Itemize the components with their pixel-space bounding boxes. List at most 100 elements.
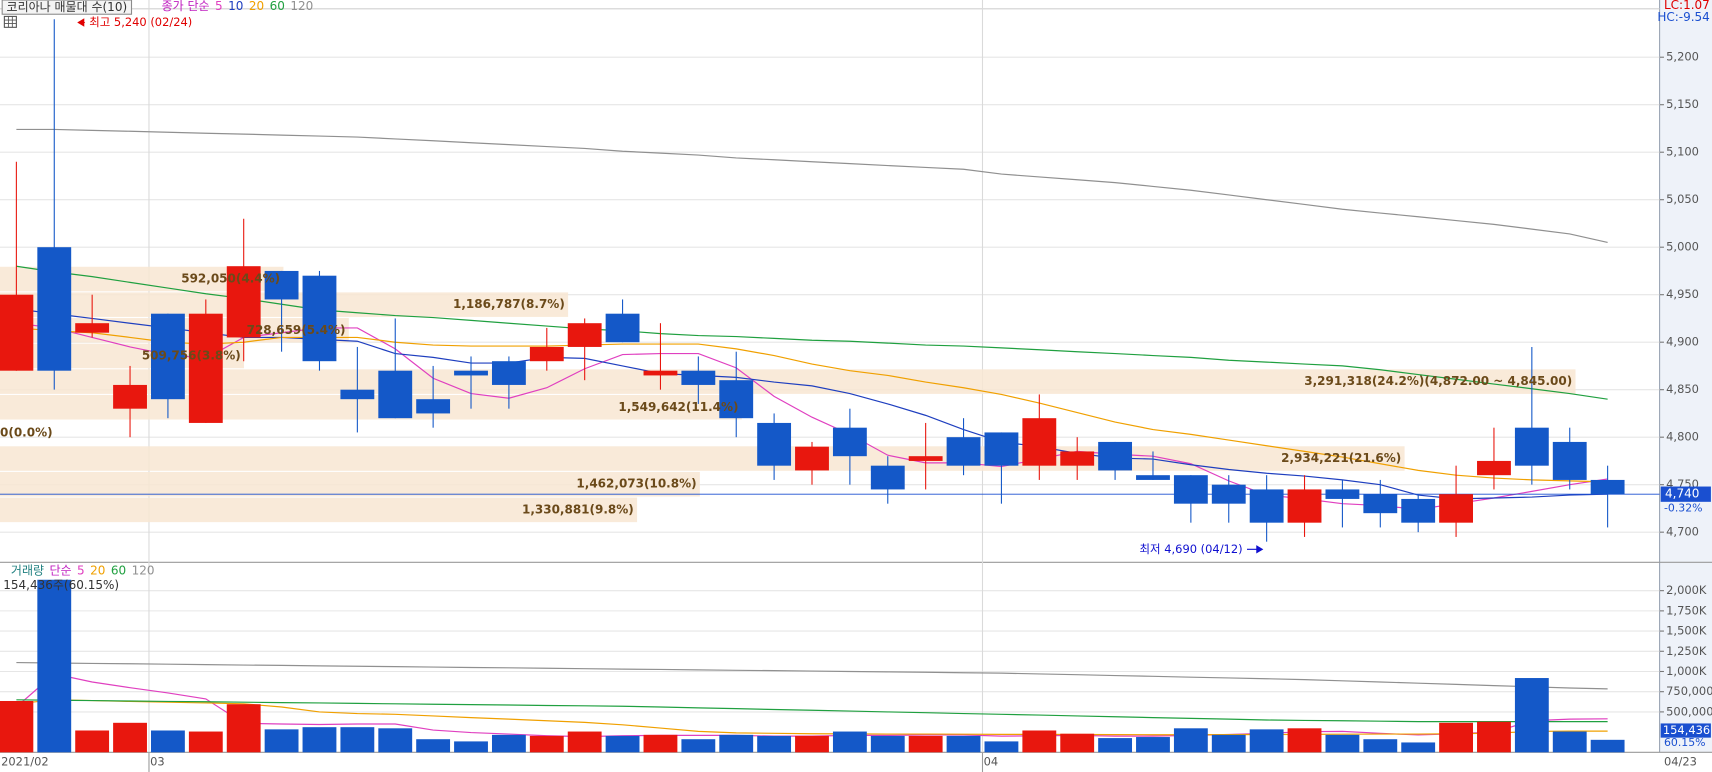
volume-bar <box>719 734 754 753</box>
annotation-arrow <box>1246 545 1264 554</box>
legend-entry: 120 <box>132 564 155 578</box>
candle-body <box>416 399 451 414</box>
candle-body <box>1287 489 1322 523</box>
y-tick-label: 5,050 <box>1666 192 1699 206</box>
candle-body <box>378 370 413 419</box>
y-tick-label: 1,250K <box>1666 644 1707 658</box>
volume-bar <box>529 735 564 753</box>
ratio-label: 60.15% <box>1664 736 1706 749</box>
volume-bar <box>567 731 602 753</box>
candle-body <box>188 313 223 423</box>
x-tick-label: 03 <box>150 755 165 769</box>
candle-body <box>151 313 185 400</box>
y-tick-label: 4,800 <box>1666 430 1699 444</box>
volume-tag <box>1660 723 1711 738</box>
title-box <box>1 0 133 15</box>
profile-band <box>0 471 700 497</box>
volume-bar <box>795 735 829 753</box>
candle-body <box>605 313 640 343</box>
volume-bar <box>1060 733 1095 753</box>
chart-title: 코리아나 매물대 수(10) <box>7 0 128 14</box>
volume-bar <box>416 739 451 753</box>
x-tick-label: 2021/02 <box>1 755 49 769</box>
y-tick-label: 1,750K <box>1666 603 1707 617</box>
y-tick-label: 5,150 <box>1666 97 1699 111</box>
y-tick-label: 750,000 <box>1666 684 1712 698</box>
price-tag <box>1660 486 1711 502</box>
ma-line <box>16 699 1608 736</box>
volume-bar <box>454 741 488 753</box>
volume-bar <box>870 735 905 753</box>
volume-bar <box>1249 729 1284 753</box>
annotation: 최저 4,690 (04/12) <box>1140 542 1243 556</box>
volume-bar <box>1173 728 1208 753</box>
volume-bar <box>1477 721 1511 753</box>
volume-bar <box>908 735 943 753</box>
y-tick-label: 2,000K <box>1666 583 1707 597</box>
volume-bar <box>264 729 299 753</box>
mark-layer <box>0 19 1625 753</box>
candle-body <box>491 361 526 385</box>
candle-body <box>1136 475 1170 480</box>
candle-body <box>75 323 110 333</box>
icon-lines <box>4 16 17 28</box>
volume-bar <box>946 735 981 753</box>
volume-bar <box>113 722 147 753</box>
volume-bar <box>1401 742 1436 753</box>
volume-bar <box>1136 737 1170 753</box>
volume-bar <box>1022 730 1057 753</box>
price-tag-label: 4,740 <box>1665 487 1699 501</box>
volume-bar <box>757 735 792 753</box>
candle-body <box>37 247 72 371</box>
x-tick-label: 04 <box>984 755 999 769</box>
candle-body <box>681 370 716 385</box>
volume-bar <box>1287 728 1322 753</box>
volume-bar <box>643 734 678 753</box>
candle-body <box>870 465 905 490</box>
candle-body <box>1514 427 1549 466</box>
candle-body <box>529 346 564 362</box>
ma-line <box>16 699 1608 723</box>
candle-body <box>1590 479 1625 495</box>
y-tick-label: 5,200 <box>1666 50 1699 64</box>
corner-label: LC:1.07 <box>1664 0 1710 12</box>
ma-line <box>16 661 1608 690</box>
legend-entry: 거래량 <box>11 564 44 578</box>
candle-body <box>1098 441 1133 471</box>
candle-body <box>302 275 337 362</box>
profile-label: 0(0.0%) <box>0 425 53 439</box>
volume-bar <box>340 727 375 753</box>
axis-background <box>1659 0 1712 753</box>
profile-label: 1,462,073(10.8%) <box>576 477 696 491</box>
legend-entry: 120 <box>290 0 313 13</box>
candle-body <box>1552 441 1587 480</box>
annotation: 최고 5,240 (02/24) <box>89 15 192 29</box>
volume-bar <box>491 734 526 753</box>
candle-body <box>567 323 602 347</box>
candle-body <box>340 389 375 400</box>
profile-label: 2,934,221(21.6%) <box>1281 451 1401 465</box>
icon-frame <box>3 15 17 28</box>
candle-body <box>1249 489 1284 523</box>
legend-entry: 단순 <box>50 564 72 578</box>
legend-entry: 60 <box>111 564 126 578</box>
volume-tag-label: 154,436 <box>1663 723 1710 737</box>
volume-bar <box>378 728 413 753</box>
volume-bar <box>226 704 261 753</box>
candle-body <box>1022 418 1057 466</box>
candle-body <box>1325 489 1360 499</box>
corner-label: HC:-9.54 <box>1657 10 1710 24</box>
volume-bar <box>151 730 185 753</box>
candle-body <box>113 384 147 409</box>
profile-label: 592,050(4.4%) <box>181 272 280 286</box>
volume-bar <box>302 727 337 753</box>
x-tick-label: 04/23 <box>1664 755 1697 769</box>
volume-bar <box>1514 678 1549 753</box>
candle-body <box>795 446 829 471</box>
candle-body <box>1211 484 1246 504</box>
legend-entry: 5 <box>77 564 85 578</box>
volume-bar <box>1211 734 1246 753</box>
candle-body <box>1401 498 1436 523</box>
ma-line <box>16 128 1608 244</box>
